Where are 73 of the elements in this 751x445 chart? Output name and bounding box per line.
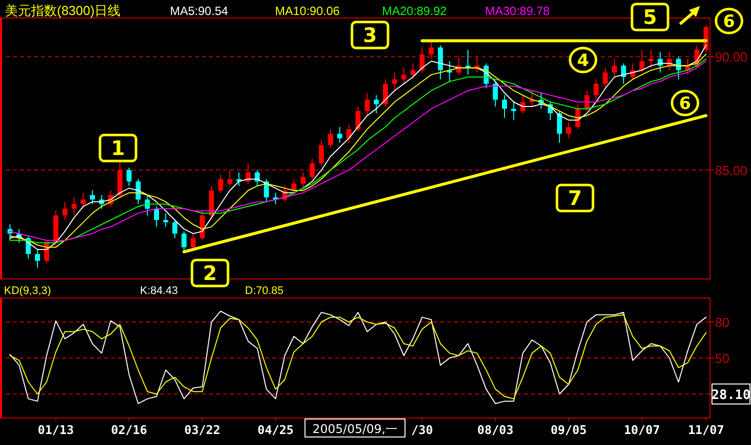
annotation: 6 [679,94,691,114]
candlestick [428,40,434,60]
candlestick [227,170,232,186]
candlestick [346,124,352,144]
candlestick [556,110,562,144]
candlestick [492,81,498,108]
y-tick-label: 80 [715,315,730,330]
candlestick [62,201,68,220]
text: MA20:89.92 [382,4,448,18]
candlestick [80,192,86,210]
x-tick-label: /30 [411,423,433,437]
candlestick [420,47,425,73]
candlestick [310,158,315,180]
candlestick [392,72,398,92]
y-tick-label: 90.00 [715,50,748,65]
candlestick [337,126,342,144]
candlestick [438,44,443,80]
x-tick-label: 11/07 [688,423,724,437]
candlestick [300,172,306,189]
annotation: 5 [643,5,657,29]
candlestick [566,122,572,139]
chart-title: 美元指数(8300)日线 [5,3,121,18]
text: 2005/05/09,一 [312,422,398,436]
chart-title: KD(9,3,3) [4,285,52,297]
candlestick [218,174,224,194]
text: K:84.43 [140,285,178,297]
candlestick [182,230,186,252]
annotation: 1 [111,136,125,160]
text: 6 [723,12,735,32]
candlestick [382,78,388,108]
candlestick [172,219,178,239]
candlestick [356,106,360,132]
x-tick-label: 04/25 [258,423,294,437]
y-tick-label: 85.00 [715,163,748,178]
annotation: 3 [363,23,377,47]
text: 28.10 [711,388,751,403]
candlestick [374,94,379,114]
candlestick [602,67,608,89]
candlestick [291,178,296,196]
y-tick-label: 50 [715,351,730,366]
text: MA10:90.06 [275,4,340,18]
candlestick [154,206,160,228]
candlestick [364,92,370,116]
candlestick [318,140,324,166]
annotation: 2 [203,261,217,285]
candlestick [328,128,334,148]
candlestick [594,78,599,100]
candlestick [72,196,77,216]
candlestick [163,212,168,228]
candlestick [401,67,406,84]
annotation: 4 [577,51,590,71]
candlestick [126,167,132,186]
candlestick [584,90,590,112]
annotation: 7 [568,186,582,210]
candlestick [190,233,196,250]
text: D:70.85 [245,285,284,297]
x-tick-label: 02/16 [110,423,148,437]
candlestick [502,94,508,118]
x-tick-label: 08/03 [477,423,514,437]
x-tick-label: 09/05 [550,423,587,437]
candlestick [90,190,95,205]
text: MA30:89.78 [485,4,550,18]
x-tick-label: 01/13 [38,423,74,437]
text: MA5:90.54 [170,4,228,18]
x-tick-label: 03/22 [184,423,220,437]
candlestick [612,58,617,78]
candlestick [474,56,480,73]
candlestick [410,62,416,80]
x-tick-label: 10/07 [624,423,660,437]
candlestick [621,62,626,84]
candlestick [639,49,644,73]
candlestick [34,248,40,268]
candlestick [264,178,269,202]
